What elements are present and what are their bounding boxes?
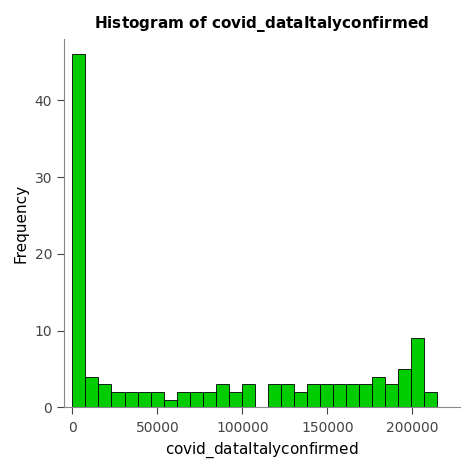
Bar <box>359 384 372 407</box>
Bar <box>268 384 281 407</box>
Bar <box>111 392 125 407</box>
Bar <box>216 384 229 407</box>
Title: Histogram of covid_data$Italy$confirmed: Histogram of covid_data$Italy$confirmed <box>94 14 429 34</box>
Bar <box>294 392 307 407</box>
Bar <box>385 384 398 407</box>
Bar <box>411 338 424 407</box>
Bar <box>151 392 164 407</box>
Bar <box>333 384 346 407</box>
Bar <box>164 400 177 407</box>
Bar <box>346 384 359 407</box>
Bar <box>242 384 255 407</box>
Bar <box>307 384 320 407</box>
Bar <box>281 384 294 407</box>
Bar <box>73 55 85 407</box>
Bar <box>424 392 438 407</box>
Bar <box>320 384 333 407</box>
Bar <box>372 376 385 407</box>
Bar <box>203 392 216 407</box>
Bar <box>177 392 190 407</box>
Bar <box>85 376 99 407</box>
Bar <box>125 392 137 407</box>
Y-axis label: Frequency: Frequency <box>14 183 29 263</box>
Bar <box>229 392 242 407</box>
Bar <box>137 392 151 407</box>
Bar <box>99 384 111 407</box>
X-axis label: covid_data$Italy$confirmed: covid_data$Italy$confirmed <box>165 441 359 460</box>
Bar <box>190 392 203 407</box>
Bar <box>398 369 411 407</box>
